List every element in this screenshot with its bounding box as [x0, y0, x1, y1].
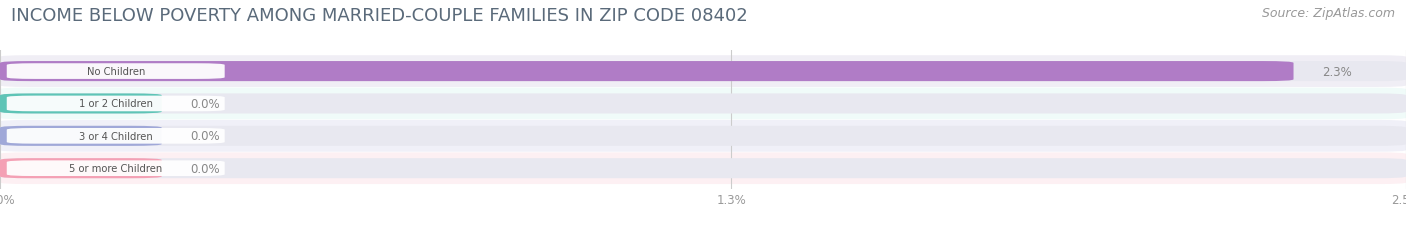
Text: 5 or more Children: 5 or more Children — [69, 164, 162, 173]
FancyBboxPatch shape — [0, 94, 162, 114]
Text: INCOME BELOW POVERTY AMONG MARRIED-COUPLE FAMILIES IN ZIP CODE 08402: INCOME BELOW POVERTY AMONG MARRIED-COUPL… — [11, 7, 748, 25]
Text: 1 or 2 Children: 1 or 2 Children — [79, 99, 153, 109]
Text: 0.0%: 0.0% — [190, 162, 219, 175]
FancyBboxPatch shape — [0, 126, 162, 146]
FancyBboxPatch shape — [0, 153, 1406, 184]
Text: 2.3%: 2.3% — [1322, 65, 1351, 78]
FancyBboxPatch shape — [0, 158, 1406, 179]
Text: 3 or 4 Children: 3 or 4 Children — [79, 131, 153, 141]
FancyBboxPatch shape — [0, 120, 1406, 152]
FancyBboxPatch shape — [0, 62, 1294, 82]
Text: No Children: No Children — [87, 67, 145, 77]
FancyBboxPatch shape — [0, 126, 1406, 146]
Text: Source: ZipAtlas.com: Source: ZipAtlas.com — [1261, 7, 1395, 20]
FancyBboxPatch shape — [0, 158, 162, 179]
FancyBboxPatch shape — [0, 62, 1406, 82]
FancyBboxPatch shape — [0, 94, 1406, 114]
FancyBboxPatch shape — [7, 96, 225, 112]
FancyBboxPatch shape — [0, 88, 1406, 120]
FancyBboxPatch shape — [0, 56, 1406, 88]
FancyBboxPatch shape — [7, 128, 225, 144]
Text: 0.0%: 0.0% — [190, 130, 219, 143]
FancyBboxPatch shape — [7, 64, 225, 79]
Text: 0.0%: 0.0% — [190, 97, 219, 110]
FancyBboxPatch shape — [7, 161, 225, 176]
